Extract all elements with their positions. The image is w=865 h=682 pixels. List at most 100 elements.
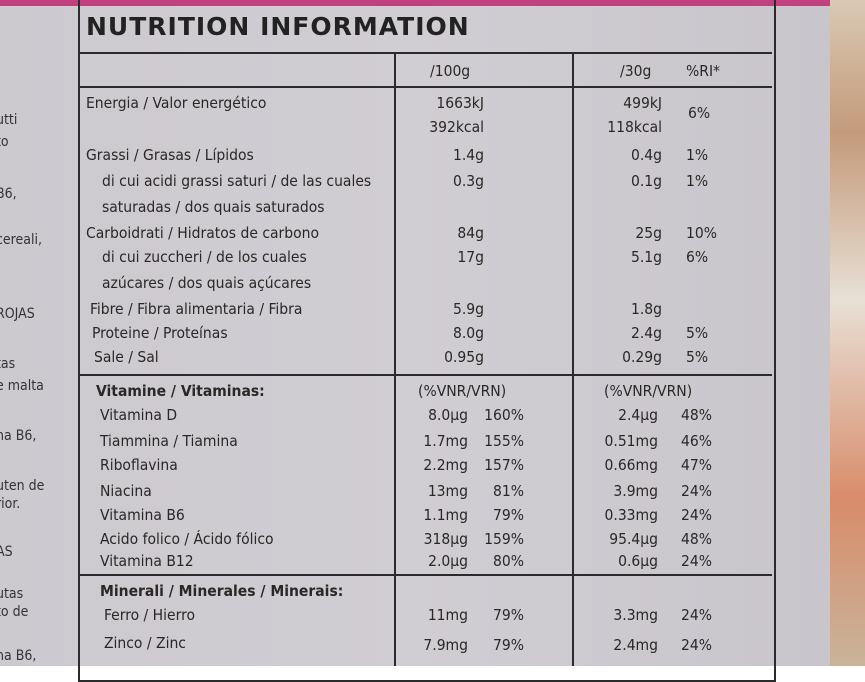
- vitamin-pct-30g: 47%: [681, 456, 712, 474]
- left-fragment: AS: [0, 544, 13, 560]
- vitamin-pct-100g: 79%: [493, 506, 524, 524]
- value-ri: 6%: [686, 248, 709, 266]
- left-fragment: to de: [0, 604, 29, 620]
- left-fragment: uten de: [0, 478, 45, 494]
- vitamin-pct-30g: 24%: [681, 482, 712, 500]
- vitamin-value-100g: 318µg: [423, 530, 468, 548]
- minerals-heading: Minerali / Minerales / Minerais:: [100, 582, 344, 600]
- vitamin-label: Vitamina D: [100, 406, 178, 424]
- vitamin-label: Tiammina / Tiamina: [100, 432, 238, 450]
- mineral-label: Zinco / Zinc: [104, 634, 186, 652]
- vitamin-label: Vitamina B12: [100, 552, 194, 570]
- vitamin-label: Acido folico / Ácido fólico: [100, 530, 274, 548]
- left-fragment: utti: [0, 112, 18, 128]
- value-100g: 0.95g: [444, 348, 484, 366]
- header-per-30g: /30g: [620, 62, 652, 80]
- background-fabric: [828, 0, 865, 666]
- left-fragment: ROJAS: [0, 306, 35, 322]
- vitamin-value-30g: 3.9mg: [613, 482, 658, 500]
- table-title: NUTRITION INFORMATION: [86, 12, 470, 41]
- left-fragment: rior.: [0, 496, 21, 512]
- vitamin-pct-100g: 81%: [493, 482, 524, 500]
- vitamin-label: Riboflavina: [100, 456, 178, 474]
- left-fragment: e malta: [0, 378, 44, 394]
- row-label: di cui zuccheri / de los cuales: [102, 248, 307, 266]
- row-label: Energia / Valor energético: [86, 94, 267, 112]
- value-30g: 0.29g: [622, 348, 662, 366]
- vitamin-value-100g: 1.7mg: [423, 432, 468, 450]
- value-ri: 1%: [686, 172, 709, 190]
- vitamin-pct-30g: 46%: [681, 432, 712, 450]
- vitamin-pct-30g: 24%: [681, 506, 712, 524]
- vitamins-heading: Vitamine / Vitaminas:: [96, 382, 265, 400]
- mineral-label: Ferro / Hierro: [104, 606, 196, 624]
- row-label: saturadas / dos quais saturados: [102, 198, 325, 216]
- row-label: Proteine / Proteínas: [92, 324, 228, 342]
- value-100g: 5.9g: [452, 300, 484, 318]
- mineral-pct-30g: 24%: [681, 606, 712, 624]
- header-per-100g: /100g: [430, 62, 471, 80]
- vitamin-label: Niacina: [100, 482, 152, 500]
- left-fragment: na B6,: [0, 428, 37, 444]
- vitamin-pct-100g: 155%: [484, 432, 524, 450]
- vitamin-value-30g: 0.6µg: [618, 552, 658, 570]
- mineral-value-100g: 7.9mg: [423, 636, 468, 654]
- row-label: Grassi / Grasas / Lípidos: [86, 146, 254, 164]
- vitamin-value-30g: 95.4µg: [609, 530, 658, 548]
- row-label: di cui acidi grassi saturi / de las cual…: [102, 172, 372, 190]
- mineral-value-30g: 3.3mg: [613, 606, 658, 624]
- vitamin-value-100g: 13mg: [427, 482, 468, 500]
- vitamin-pct-30g: 24%: [681, 552, 712, 570]
- row-label: azúcares / dos quais açúcares: [102, 274, 312, 292]
- value-ri: 5%: [686, 324, 709, 342]
- header-ri: %RI*: [686, 62, 721, 80]
- value-ri: 6%: [688, 104, 711, 122]
- column-rule-100g: [394, 52, 396, 666]
- mineral-pct-100g: 79%: [493, 606, 524, 624]
- vitamin-pct-30g: 48%: [681, 530, 712, 548]
- value-ri: 5%: [686, 348, 709, 366]
- value-100g: 17g: [457, 248, 484, 266]
- value-100g: 1.4g: [452, 146, 484, 164]
- row-label: Fibre / Fibra alimentaria / Fibra: [90, 300, 303, 318]
- vitamin-pct-100g: 159%: [484, 530, 524, 548]
- left-fragment: na B6,: [0, 648, 37, 664]
- value-ri: 1%: [686, 146, 709, 164]
- header-rule: [78, 86, 772, 88]
- vitamin-value-100g: 1.1mg: [423, 506, 468, 524]
- value-30g: 0.4g: [630, 146, 662, 164]
- left-fragment: tas: [0, 356, 16, 372]
- row-label: Sale / Sal: [94, 348, 159, 366]
- left-fragment: B6,: [0, 186, 17, 202]
- title-rule: [78, 52, 772, 54]
- value-100g: 84g: [457, 224, 484, 242]
- value-100g: 1663kJ: [436, 94, 484, 112]
- mineral-value-100g: 11mg: [427, 606, 468, 624]
- value-30g: 1.8g: [630, 300, 662, 318]
- mineral-pct-100g: 79%: [493, 636, 524, 654]
- vitamin-pct-100g: 80%: [493, 552, 524, 570]
- package-panel: [0, 0, 830, 666]
- vitamin-pct-30g: 48%: [681, 406, 712, 424]
- vitamin-value-30g: 0.33mg: [604, 506, 658, 524]
- left-fragment: cereali,: [0, 232, 43, 248]
- nrv-header-100g: (%VNR/VRN): [418, 382, 507, 400]
- nrv-header-30g: (%VNR/VRN): [604, 382, 693, 400]
- vitamins-rule: [78, 374, 772, 376]
- value-100g: 392kcal: [429, 118, 484, 136]
- left-fragment: to: [0, 134, 9, 150]
- left-fragment: utas: [0, 586, 24, 602]
- minerals-rule: [78, 574, 772, 576]
- value-30g: 2.4g: [630, 324, 662, 342]
- vitamin-value-100g: 2.2mg: [423, 456, 468, 474]
- vitamin-label: Vitamina B6: [100, 506, 185, 524]
- vitamin-value-30g: 0.66mg: [604, 456, 658, 474]
- value-30g: 0.1g: [630, 172, 662, 190]
- value-30g: 5.1g: [630, 248, 662, 266]
- column-rule-30g: [572, 52, 574, 666]
- value-ri: 10%: [686, 224, 717, 242]
- vitamin-pct-100g: 160%: [484, 406, 524, 424]
- vitamin-pct-100g: 157%: [484, 456, 524, 474]
- row-label: Carboidrati / Hidratos de carbono: [86, 224, 320, 242]
- value-30g: 118kcal: [607, 118, 662, 136]
